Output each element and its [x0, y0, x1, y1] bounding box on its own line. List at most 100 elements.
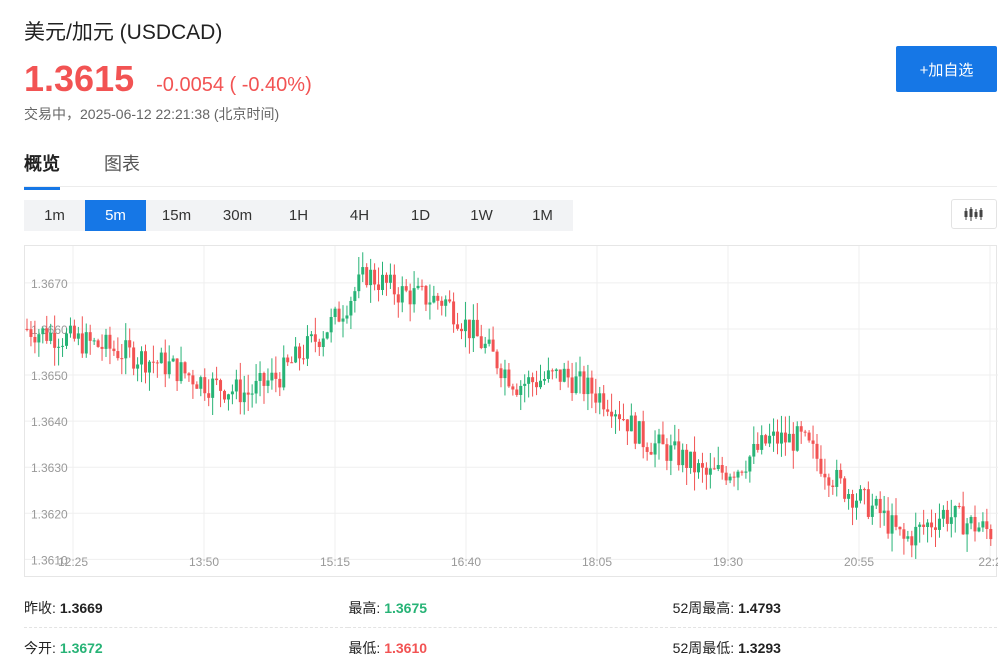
candle-body: [404, 286, 408, 291]
x-tick-label: 13:50: [189, 555, 219, 569]
candle-body: [795, 426, 799, 451]
candle-body: [471, 319, 475, 339]
candle-body: [96, 340, 100, 347]
tab-chart[interactable]: 图表: [104, 154, 140, 174]
candle-body: [309, 334, 313, 337]
x-tick-label: 22:2: [978, 555, 998, 569]
candle-body: [807, 432, 811, 441]
period-5m[interactable]: 5m: [85, 200, 146, 231]
candle-body: [637, 421, 641, 444]
period-1d[interactable]: 1D: [410, 207, 431, 224]
candle-body: [80, 333, 84, 354]
candle-body: [744, 471, 748, 473]
candle-body: [890, 515, 894, 534]
candle-body: [779, 432, 783, 444]
candle-body: [570, 377, 574, 394]
candle-body: [305, 336, 309, 359]
candle-body: [392, 274, 396, 295]
candle-body: [760, 435, 764, 450]
stat-label: 52周最高:: [672, 599, 735, 616]
candle-body: [171, 358, 175, 362]
candle-body: [219, 380, 223, 391]
candle-body: [523, 383, 527, 386]
candle-body: [258, 373, 262, 381]
candle-body: [787, 433, 791, 443]
candle-body: [736, 471, 740, 478]
candle-body: [949, 517, 953, 524]
price-change: -0.0054 ( -0.40%): [156, 74, 312, 96]
candle-body: [704, 467, 708, 475]
period-30m[interactable]: 30m: [222, 207, 253, 224]
candle-body: [894, 515, 898, 527]
candle-body: [661, 434, 665, 445]
stat-label: 今开:: [24, 639, 56, 656]
candle-body: [697, 463, 700, 473]
period-1w[interactable]: 1W: [470, 207, 493, 224]
stats-row: 昨收: 1.3669 最高: 1.3675 52周最高: 1.4793: [24, 588, 997, 628]
candle-body: [424, 285, 428, 305]
candle-body: [981, 521, 985, 528]
candle-body: [914, 526, 918, 546]
add-watchlist-button[interactable]: +加自选: [896, 46, 997, 92]
candle-body: [456, 324, 460, 329]
candle-body: [361, 267, 365, 275]
period-1m[interactable]: 1m: [44, 207, 65, 224]
period-15m[interactable]: 15m: [161, 207, 192, 224]
candle-body: [629, 415, 633, 432]
candle-body: [290, 362, 294, 364]
candle-body: [270, 372, 274, 381]
tab-bar: 概览 图表: [24, 150, 184, 190]
candle-body: [254, 380, 258, 394]
candle-body: [286, 357, 290, 363]
candle-body: [740, 471, 744, 473]
candle-body: [302, 358, 305, 360]
candle-body: [515, 389, 519, 395]
candle-body: [345, 315, 349, 319]
candle-body: [215, 378, 219, 381]
candle-body: [452, 301, 456, 325]
candle-body: [428, 302, 432, 305]
candle-body: [843, 478, 847, 499]
candle-body: [483, 343, 487, 349]
candle-body: [503, 369, 507, 379]
period-1mo[interactable]: 1M: [532, 207, 553, 224]
candle-body: [191, 375, 195, 385]
price-chart[interactable]: 1.3610 1.3620 1.3630 1.3640 1.3650 1.3660 1.36…: [24, 245, 998, 577]
candle-body: [365, 267, 369, 286]
candle-body: [685, 449, 689, 468]
candle-body: [918, 524, 922, 527]
candle-body: [712, 468, 716, 470]
candle-body: [708, 468, 712, 475]
candle-body: [234, 379, 238, 392]
candle-body: [136, 364, 140, 369]
stat-52w-high: 52周最高: 1.4793: [672, 588, 997, 628]
candle-body: [748, 456, 752, 472]
candle-body: [621, 419, 625, 421]
period-1h[interactable]: 1H: [288, 207, 309, 224]
chart-type-button[interactable]: [951, 199, 997, 229]
candle-body: [467, 319, 471, 339]
candle-body: [155, 362, 159, 364]
candle-body: [598, 393, 602, 403]
candle-body: [835, 469, 839, 487]
x-tick-label: 18:05: [582, 555, 612, 569]
candle-body: [242, 392, 246, 403]
stat-value: 1.3675: [384, 599, 428, 616]
tab-overview[interactable]: 概览: [24, 150, 60, 190]
candle-body: [140, 351, 144, 365]
period-selector: 1m 5m 15m 30m 1H 4H 1D 1W 1M: [24, 200, 573, 231]
candle-body: [475, 319, 479, 337]
candle-body: [815, 443, 819, 459]
period-4h[interactable]: 4H: [349, 207, 370, 224]
candle-body: [412, 288, 416, 305]
candle-body: [855, 500, 858, 508]
stat-52w-low: 52周最低: 1.3293: [673, 628, 997, 663]
candle-body: [669, 445, 673, 461]
candle-body: [985, 521, 989, 529]
stat-value: 1.3293: [738, 639, 781, 656]
candle-body: [195, 384, 199, 389]
candle-body: [223, 390, 226, 400]
candle-body: [491, 339, 495, 352]
candle-body: [396, 294, 400, 303]
candle-body: [33, 336, 37, 343]
